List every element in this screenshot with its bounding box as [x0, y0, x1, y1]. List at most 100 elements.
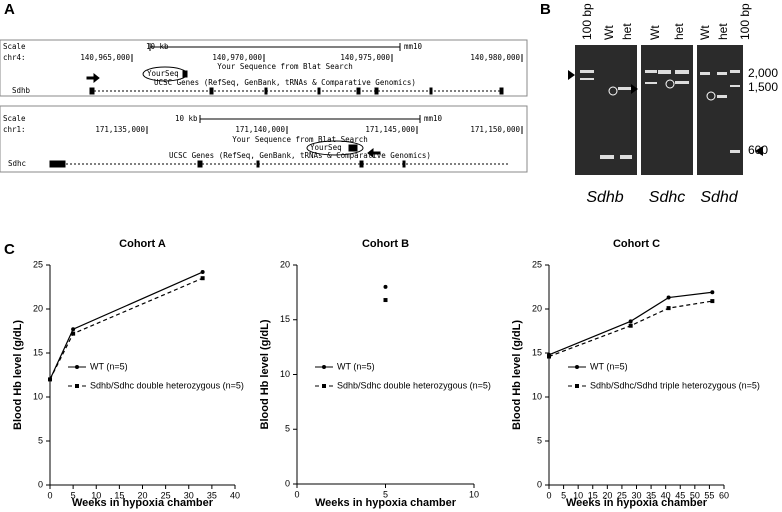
- x-tick-label: 15: [114, 490, 124, 500]
- legend-marker: [75, 384, 79, 388]
- x-tick-label: 30: [184, 490, 194, 500]
- y-tick-label: 15: [532, 347, 542, 357]
- chrom-label: chr1:: [3, 125, 26, 134]
- gene-label: Sdhc: [8, 159, 26, 168]
- x-tick-label: 0: [294, 489, 299, 499]
- data-point: [200, 270, 205, 275]
- x-tick-label: 0: [546, 490, 551, 500]
- y-tick-label: 10: [532, 391, 542, 401]
- query-label: YourSeq: [310, 143, 342, 152]
- data-point: [628, 319, 633, 324]
- legend-label: Sdhb/Sdhc/Sdhd triple heterozygous (n=5): [590, 380, 760, 390]
- x-tick-label: 25: [161, 490, 171, 500]
- y-tick-label: 15: [33, 347, 43, 357]
- x-tick-label: 5: [71, 490, 76, 500]
- legend-marker: [575, 384, 579, 388]
- panel-label: A: [4, 1, 15, 18]
- scale-label: Scale: [3, 42, 26, 51]
- assembly-label: mm10: [404, 42, 423, 51]
- data-point: [71, 327, 76, 332]
- lane-label: Wt: [648, 25, 662, 40]
- data-point: [710, 299, 715, 304]
- size-label: 600: [748, 143, 768, 157]
- y-tick-label: 20: [280, 259, 290, 269]
- data-point: [666, 295, 671, 300]
- x-tick-label: 10: [469, 489, 479, 499]
- y-axis-label: Blood Hb level (g/dL): [259, 319, 271, 429]
- legend-label: Sdhb/Sdhc double heterozygous (n=5): [90, 380, 244, 390]
- x-tick-label: 10: [91, 490, 101, 500]
- x-tick-label: 55: [704, 490, 714, 500]
- position-label: 171,145,000: [365, 125, 415, 134]
- x-tick-label: 20: [602, 490, 612, 500]
- x-axis-label: Weeks in hypoxia chamber: [566, 497, 708, 509]
- position-label: 140,970,000: [212, 53, 262, 62]
- scale-bar-label: 10 kb: [175, 114, 198, 123]
- legend-marker: [75, 365, 79, 369]
- y-tick-label: 5: [38, 435, 43, 445]
- lane-label: Wt: [698, 25, 712, 40]
- size-label: 2,000: [748, 66, 778, 80]
- track-label: UCSC Genes (RefSeq, GenBank, tRNAs & Com…: [169, 151, 431, 160]
- x-tick-label: 45: [675, 490, 685, 500]
- chrom-label: chr4:: [3, 53, 26, 62]
- y-axis-label: Blood Hb level (g/dL): [511, 320, 523, 430]
- lane-label: het: [620, 23, 634, 40]
- track-label: UCSC Genes (RefSeq, GenBank, tRNAs & Com…: [154, 78, 416, 87]
- y-tick-label: 25: [532, 259, 542, 269]
- lane-label: 100 bp: [738, 3, 752, 40]
- legend-marker: [322, 384, 326, 388]
- position-label: 171,135,000: [95, 125, 145, 134]
- x-tick-label: 15: [588, 490, 598, 500]
- data-point: [547, 354, 551, 359]
- legend-marker: [322, 365, 326, 369]
- legend-label: WT (n=5): [590, 361, 628, 371]
- y-tick-label: 10: [280, 369, 290, 379]
- x-tick-label: 50: [690, 490, 700, 500]
- x-tick-label: 0: [47, 490, 52, 500]
- gene-label: Sdhb: [12, 86, 31, 95]
- track-label: Your Sequence from Blat Search: [217, 62, 352, 71]
- size-label: 1,500: [748, 80, 778, 94]
- x-tick-label: 25: [617, 490, 627, 500]
- series-line: [548, 291, 713, 356]
- query-label: YourSeq: [147, 69, 179, 78]
- position-label: 171,150,000: [470, 125, 520, 134]
- x-tick-label: 60: [719, 490, 729, 500]
- y-tick-label: 25: [33, 259, 43, 269]
- browser-graphics: [49, 43, 510, 168]
- gene-label: Sdhd: [700, 189, 738, 206]
- y-tick-label: 0: [38, 479, 43, 489]
- y-tick-label: 20: [532, 303, 542, 313]
- x-tick-label: 30: [631, 490, 641, 500]
- chart-title: Cohort B: [362, 238, 409, 250]
- y-tick-label: 0: [537, 479, 542, 489]
- position-label: 140,980,000: [470, 53, 520, 62]
- gene-label: Sdhc: [649, 189, 685, 206]
- gene-label: Sdhb: [586, 189, 623, 206]
- x-axis-label: Weeks in hypoxia chamber: [72, 497, 214, 509]
- y-tick-label: 5: [537, 435, 542, 445]
- assembly-label: mm10: [424, 114, 443, 123]
- x-tick-label: 35: [207, 490, 217, 500]
- position-label: 140,975,000: [340, 53, 390, 62]
- lane-label: 100 bp: [580, 3, 594, 40]
- y-axis-label: Blood Hb level (g/dL): [12, 320, 24, 430]
- panel-label: C: [4, 241, 15, 258]
- track-label: Your Sequence from Blat Search: [232, 135, 367, 144]
- x-tick-label: 40: [661, 490, 671, 500]
- data-point: [383, 284, 388, 289]
- lane-label: het: [672, 23, 686, 40]
- gels: [568, 45, 763, 175]
- x-tick-label: 5: [383, 489, 388, 499]
- y-tick-label: 5: [285, 424, 290, 434]
- x-axis-label: Weeks in hypoxia chamber: [315, 497, 457, 509]
- x-tick-label: 40: [230, 490, 240, 500]
- x-tick-label: 20: [137, 490, 147, 500]
- data-point: [200, 276, 205, 281]
- data-point: [710, 290, 715, 295]
- y-tick-label: 20: [33, 303, 43, 313]
- chart-title: Cohort A: [119, 238, 166, 250]
- data-point: [71, 331, 76, 336]
- lane-label: Wt: [602, 25, 616, 40]
